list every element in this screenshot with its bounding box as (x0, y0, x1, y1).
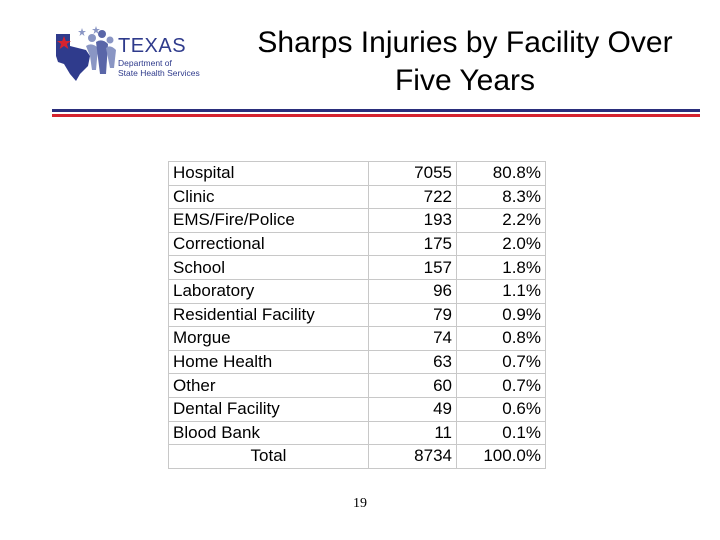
facility-cell: Correctional (168, 231, 369, 257)
total-label-cell: Total (168, 444, 369, 469)
facility-cell: EMS/Fire/Police (168, 208, 369, 233)
table-row: Dental Facility 49 0.6% (168, 396, 546, 422)
percent-cell: 80.8% (456, 161, 546, 186)
facility-cell: Clinic (168, 184, 369, 210)
percent-cell: 0.9% (456, 302, 546, 328)
facility-cell: Laboratory (168, 278, 369, 304)
count-cell: 7055 (368, 161, 457, 186)
count-cell: 96 (368, 278, 457, 304)
facility-cell: Home Health (168, 349, 369, 375)
slide-title: Sharps Injuries by Facility Over Five Ye… (230, 24, 700, 100)
table-row: Laboratory 96 1.1% (168, 278, 546, 304)
facility-cell: Hospital (168, 161, 369, 186)
percent-cell: 2.0% (456, 231, 546, 257)
count-cell: 60 (368, 373, 457, 398)
header-rule-red (52, 114, 700, 117)
count-cell: 175 (368, 231, 457, 257)
table-row: Morgue 74 0.8% (168, 326, 546, 351)
percent-cell: 8.3% (456, 184, 546, 210)
table-row: Correctional 175 2.0% (168, 231, 546, 257)
percent-cell: 0.7% (456, 373, 546, 398)
texas-logo-icon (56, 26, 116, 81)
slide-title-line2: Five Years (394, 64, 536, 97)
facility-cell: Residential Facility (168, 302, 369, 328)
table-row: Home Health 63 0.7% (168, 349, 546, 375)
page-number: 19 (353, 496, 367, 511)
table-row: Clinic 722 8.3% (168, 184, 546, 210)
table-row: Hospital 7055 80.8% (168, 161, 546, 186)
header-rule-blue (52, 109, 700, 112)
percent-cell: 0.8% (456, 326, 546, 351)
facility-cell: Other (168, 373, 369, 398)
total-percent-cell: 100.0% (456, 444, 546, 469)
facility-table-body: Hospital 7055 80.8% Clinic 722 8.3% EMS/Fire/P… (168, 161, 546, 469)
facility-table-container: Hospital 7055 80.8% Clinic 722 8.3% EMS/Fire/P… (168, 161, 546, 469)
count-cell: 193 (368, 208, 457, 233)
percent-cell: 2.2% (456, 208, 546, 233)
facility-cell: Dental Facility (168, 396, 369, 422)
count-cell: 63 (368, 349, 457, 375)
table-row: Blood Bank 11 0.1% (168, 420, 546, 446)
count-cell: 11 (368, 420, 457, 446)
percent-cell: 0.7% (456, 349, 546, 375)
logo-subtitle-line1: Department of (118, 58, 172, 68)
percent-cell: 0.1% (456, 420, 546, 446)
table-row: Other 60 0.7% (168, 373, 546, 398)
percent-cell: 1.1% (456, 278, 546, 304)
count-cell: 722 (368, 184, 457, 210)
percent-cell: 1.8% (456, 255, 546, 280)
count-cell: 74 (368, 326, 457, 351)
table-row: EMS/Fire/Police 193 2.2% (168, 208, 546, 233)
percent-cell: 0.6% (456, 396, 546, 422)
count-cell: 79 (368, 302, 457, 328)
count-cell: 49 (368, 396, 457, 422)
facility-cell: Blood Bank (168, 420, 369, 446)
count-cell: 157 (368, 255, 457, 280)
logo-texas-text: TEXAS (118, 35, 187, 57)
texas-dshs-logo: TEXAS Department of State Health Service… (52, 26, 212, 82)
logo-subtitle-line2: State Health Services (118, 68, 200, 78)
table-total-row: Total 8734 100.0% (168, 444, 546, 469)
slide-title-line1: Sharps Injuries by Facility Over (257, 26, 673, 59)
facility-table: Hospital 7055 80.8% Clinic 722 8.3% EMS/Fire/P… (168, 161, 546, 469)
facility-cell: School (168, 255, 369, 280)
table-row: School 157 1.8% (168, 255, 546, 280)
facility-cell: Morgue (168, 326, 369, 351)
total-count-cell: 8734 (368, 444, 457, 469)
table-row: Residential Facility 79 0.9% (168, 302, 546, 328)
logo-subtitle: Department of State Health Services (118, 58, 228, 78)
